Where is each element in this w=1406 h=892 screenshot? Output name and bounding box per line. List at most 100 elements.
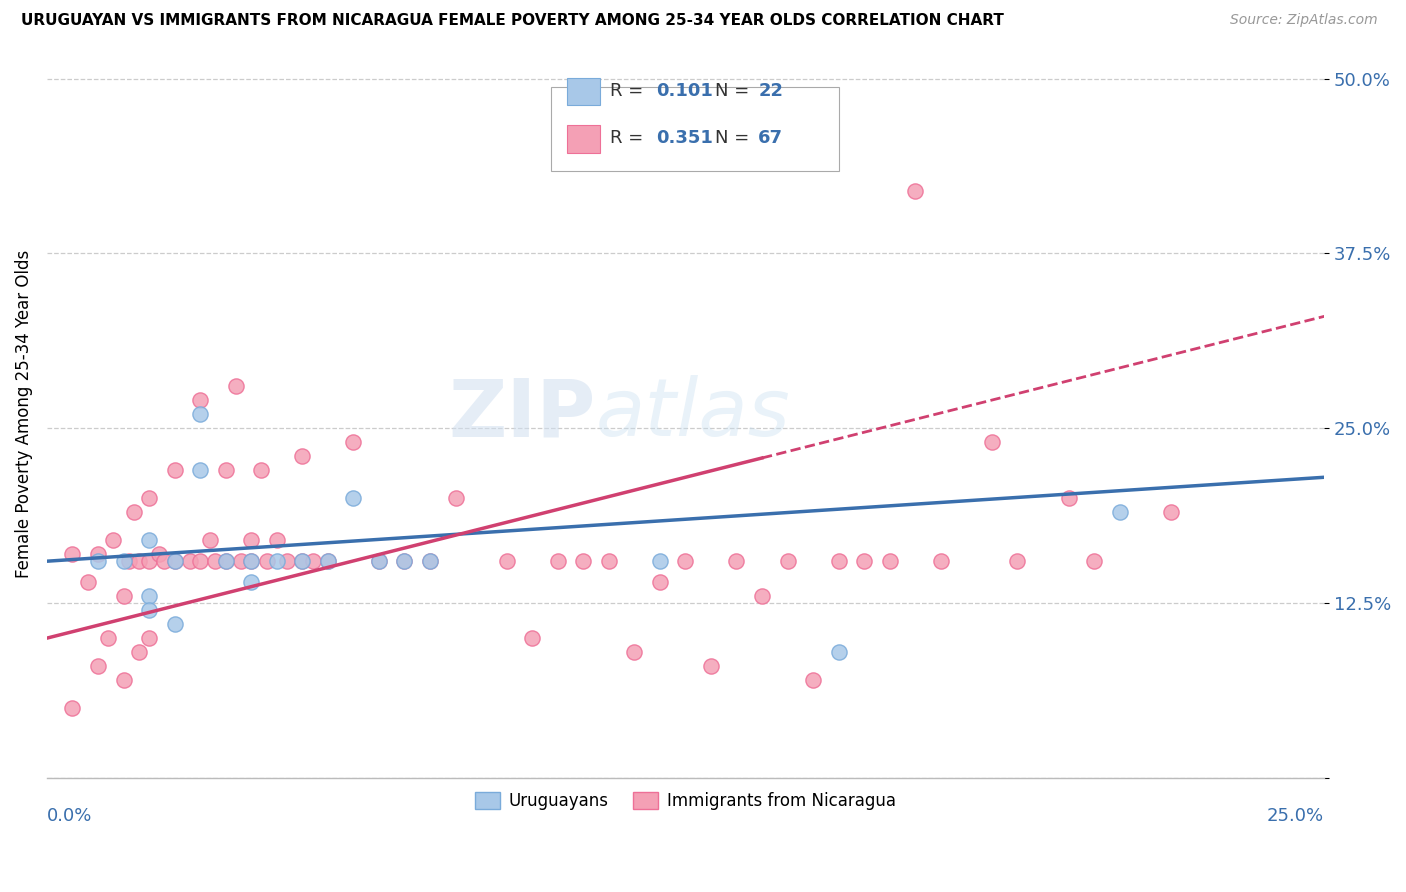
Point [240, 554, 263, 568]
Point [62, 701, 84, 715]
Point [316, 554, 339, 568]
Point [76, 575, 98, 590]
Point [394, 554, 416, 568]
Point [62, 547, 84, 561]
Point [291, 554, 314, 568]
Point [673, 554, 696, 568]
Point [572, 554, 595, 568]
Point [904, 184, 927, 198]
Point [316, 554, 339, 568]
Point [215, 554, 238, 568]
Point [200, 533, 222, 548]
Point [367, 554, 389, 568]
Point [520, 631, 543, 645]
Point [853, 554, 876, 568]
Point [138, 491, 160, 506]
Point [1083, 554, 1105, 568]
Point [138, 589, 160, 603]
Y-axis label: Female Poverty Among 25-34 Year Olds: Female Poverty Among 25-34 Year Olds [15, 251, 32, 579]
Point [163, 617, 186, 632]
Point [188, 463, 211, 477]
Point [112, 673, 135, 687]
Point [801, 673, 824, 687]
Text: 0.351: 0.351 [657, 129, 713, 147]
Point [240, 554, 263, 568]
Text: 0.101: 0.101 [657, 82, 713, 100]
Point [179, 554, 201, 568]
Point [598, 554, 620, 568]
Point [623, 645, 645, 659]
Point [342, 491, 364, 506]
Point [419, 554, 441, 568]
Point [163, 463, 186, 477]
FancyBboxPatch shape [567, 125, 600, 153]
Legend: Uruguayans, Immigrants from Nicaragua: Uruguayans, Immigrants from Nicaragua [468, 786, 903, 817]
Point [97, 631, 120, 645]
Point [879, 554, 901, 568]
Point [291, 450, 314, 464]
Text: ZIP: ZIP [449, 376, 596, 453]
Point [256, 554, 278, 568]
Point [444, 491, 467, 506]
Point [301, 554, 323, 568]
Text: atlas: atlas [596, 376, 790, 453]
Point [163, 554, 186, 568]
Point [163, 554, 186, 568]
Text: 67: 67 [758, 129, 783, 147]
Point [648, 575, 671, 590]
Text: 22: 22 [758, 82, 783, 100]
Point [240, 575, 263, 590]
Text: R =: R = [610, 129, 650, 147]
Point [394, 554, 416, 568]
Point [700, 659, 723, 673]
Point [648, 554, 671, 568]
Point [138, 603, 160, 617]
Point [188, 554, 211, 568]
Point [495, 554, 517, 568]
Point [827, 554, 849, 568]
Point [1160, 505, 1182, 519]
Point [188, 393, 211, 408]
Point [215, 463, 238, 477]
Point [138, 533, 160, 548]
Point [148, 547, 170, 561]
Point [112, 554, 135, 568]
Point [367, 554, 389, 568]
Point [1007, 554, 1029, 568]
Point [250, 463, 273, 477]
Point [112, 589, 135, 603]
Point [419, 554, 441, 568]
Point [240, 533, 263, 548]
Point [776, 554, 799, 568]
Point [266, 554, 288, 568]
Point [827, 645, 849, 659]
Point [138, 631, 160, 645]
Text: URUGUAYAN VS IMMIGRANTS FROM NICARAGUA FEMALE POVERTY AMONG 25-34 YEAR OLDS CORR: URUGUAYAN VS IMMIGRANTS FROM NICARAGUA F… [21, 13, 1004, 29]
FancyBboxPatch shape [567, 78, 600, 105]
Text: R =: R = [610, 82, 650, 100]
Point [138, 554, 160, 568]
Point [117, 554, 139, 568]
Point [103, 533, 125, 548]
Point [547, 554, 569, 568]
Point [229, 554, 252, 568]
Point [128, 645, 150, 659]
Point [980, 435, 1002, 450]
Point [128, 554, 150, 568]
Point [929, 554, 952, 568]
Point [725, 554, 748, 568]
Point [87, 554, 110, 568]
Point [87, 659, 110, 673]
Point [751, 589, 773, 603]
Point [342, 435, 364, 450]
Point [122, 505, 145, 519]
Text: N =: N = [714, 82, 755, 100]
Point [1108, 505, 1130, 519]
Point [153, 554, 176, 568]
Point [1057, 491, 1080, 506]
Point [215, 554, 238, 568]
Point [188, 408, 211, 422]
Point [225, 379, 247, 393]
Point [291, 554, 314, 568]
Text: 25.0%: 25.0% [1267, 807, 1324, 825]
